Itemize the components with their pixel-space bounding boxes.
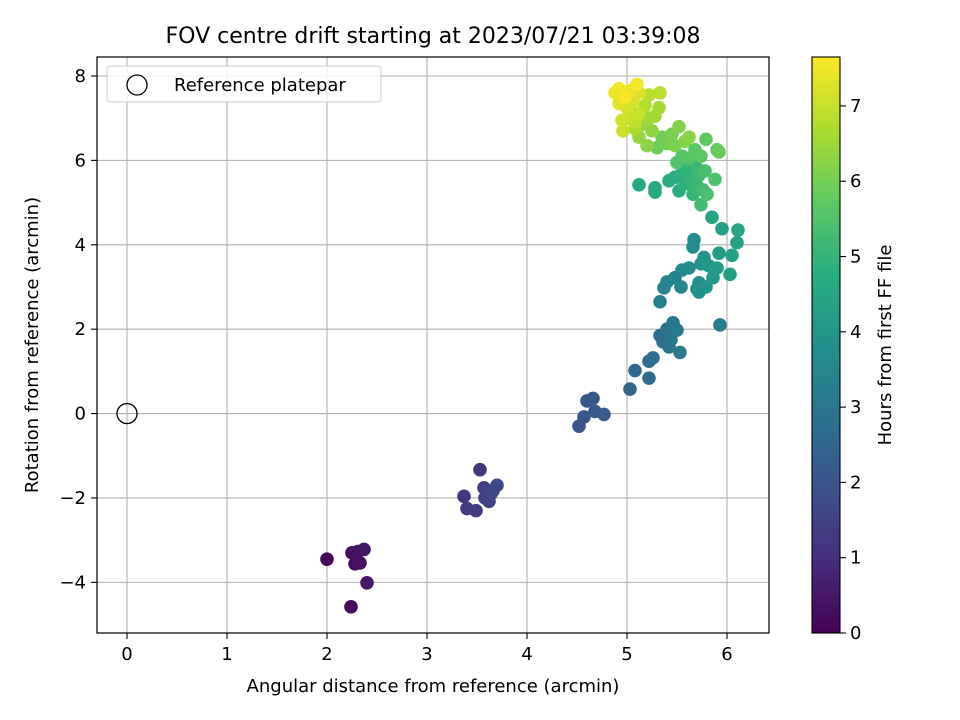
data-point [712,145,726,159]
data-point [731,223,745,237]
data-point [725,248,739,263]
data-point [652,100,666,115]
data-point [700,187,714,201]
data-point [597,407,611,422]
data-point [577,410,591,424]
data-point [682,261,696,275]
data-point [682,130,696,144]
reference-circle [116,402,138,425]
data-point [699,280,713,294]
y-axis-ticks: −4 −2 0 2 4 6 8 [59,66,97,593]
data-point [646,351,660,365]
colorbar-tick-label: 5 [850,247,861,268]
grid [97,57,769,633]
data-point [357,542,371,557]
colorbar-gradient [811,56,841,634]
data-point [694,149,708,163]
data-point [730,235,744,250]
data-point [648,181,662,195]
data-point [628,363,642,378]
colorbar-tick-label: 0 [850,623,861,644]
data-point [615,113,629,128]
data-point [713,318,727,332]
data-point [632,178,646,192]
data-point [712,246,726,261]
y-tick-label: −4 [59,572,86,593]
colorbar-tick-label: 3 [850,397,861,418]
data-points [320,77,745,614]
data-point [687,232,701,247]
colorbar-label: Hours from first FF file [875,245,896,446]
data-point [360,575,374,590]
colorbar-tick-label: 4 [850,322,861,343]
chart-title: FOV centre drift starting at 2023/07/21 … [166,24,701,49]
data-point [344,600,358,614]
data-point [353,556,367,570]
data-point [694,197,708,212]
data-point [490,478,504,493]
x-tick-label: 2 [321,644,332,665]
plot-area: 0 1 2 3 4 5 6 −4 −2 0 2 4 6 8 [59,56,770,665]
data-point [469,503,483,518]
data-point [623,382,637,396]
data-point [616,124,630,138]
x-axis-ticks: 0 1 2 3 4 5 6 [121,633,733,665]
data-point [699,132,713,147]
data-point [723,267,737,282]
reference-point [116,402,138,425]
x-tick-label: 0 [121,644,132,665]
data-point [673,345,687,360]
colorbar-tick-label: 6 [850,171,861,192]
x-tick-label: 3 [421,644,432,665]
data-point [320,552,334,566]
data-point [632,107,646,121]
data-point [674,280,688,294]
data-point [640,138,654,153]
data-point [710,261,724,275]
x-tick-label: 4 [521,644,532,665]
data-point [672,119,686,134]
y-tick-label: 6 [75,150,86,171]
y-tick-label: −2 [59,488,86,509]
data-point [457,489,471,504]
data-point [705,210,719,225]
legend: Reference platepar [106,65,382,103]
data-point [698,164,712,178]
y-tick-label: 8 [75,66,86,87]
data-point [642,371,656,385]
data-point [645,124,659,138]
data-point [653,294,667,309]
legend-marker-open-circle [126,74,148,96]
x-tick-label: 1 [221,644,232,665]
data-point [586,391,600,406]
data-point [473,462,487,477]
colorbar-tick-label: 1 [850,548,861,569]
data-point [708,172,722,187]
legend-box [106,65,382,103]
colorbar: 0 1 2 3 4 5 6 7 Hours from first FF file [811,56,896,644]
plot-frame [96,56,770,634]
x-tick-label: 5 [621,644,632,665]
legend-label: Reference platepar [174,75,346,96]
y-tick-label: 4 [75,235,86,256]
y-axis-label: Rotation from reference (arcmin) [22,197,43,493]
data-point [664,332,678,347]
data-point [630,77,644,92]
data-point [653,86,667,100]
x-axis-label: Angular distance from reference (arcmin) [247,676,620,697]
x-tick-label: 6 [721,644,732,665]
data-point [618,90,632,104]
data-point [715,221,729,236]
data-point [670,323,684,337]
colorbar-ticks: 0 1 2 3 4 5 6 7 [840,96,861,644]
colorbar-tick-label: 2 [850,472,861,493]
y-tick-label: 0 [75,404,86,425]
colorbar-tick-label: 7 [850,96,861,117]
y-tick-label: 2 [75,319,86,340]
